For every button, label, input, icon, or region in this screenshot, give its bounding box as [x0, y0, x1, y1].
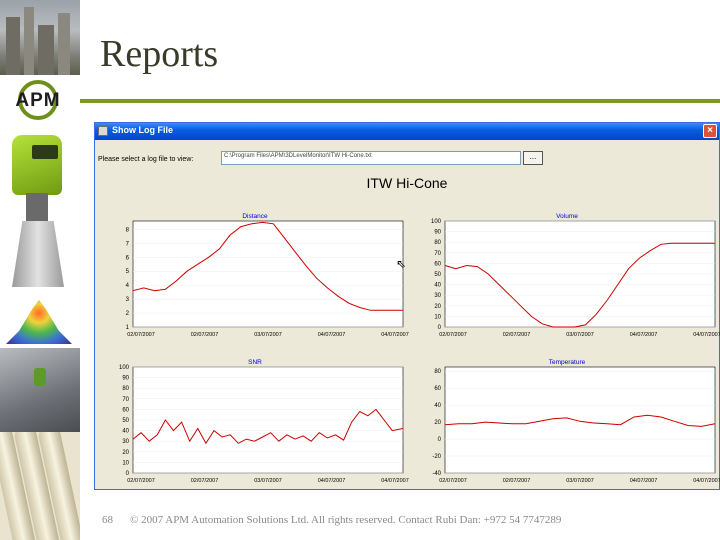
chart-svg: Temperature -40 -20 0 20 40 60 80 02/07/2007 02/0…: [432, 359, 720, 484]
y-tick-label: 80: [122, 386, 129, 392]
chart-heading: ITW Hi-Cone: [366, 175, 448, 191]
y-tick-label: 10: [434, 314, 441, 320]
footer-copyright: © 2007 APM Automation Solutions Ltd. All…: [130, 514, 562, 526]
y-tick-label: 100: [431, 219, 442, 225]
x-tick-label: 03/07/2007: [566, 332, 594, 338]
y-tick-label: 3: [126, 297, 130, 303]
y-tick-label: 70: [122, 397, 129, 403]
y-tick-label: 70: [434, 251, 441, 257]
x-tick-label: 04/07/2007: [318, 332, 346, 338]
y-tick-label: 40: [122, 429, 129, 435]
series-line: [132, 221, 403, 311]
browse-button[interactable]: ...: [523, 151, 543, 165]
factory-photo: [0, 0, 80, 75]
y-tick-label: 8: [126, 227, 130, 233]
x-tick-label: 03/07/2007: [566, 478, 594, 484]
plot-area: [132, 220, 404, 328]
y-tick-label: 7: [126, 241, 130, 247]
y-tick-label: 2: [126, 311, 130, 317]
file-prompt-label: Please select a log file to view:: [98, 156, 194, 163]
logo-text: APM: [15, 90, 61, 111]
3d-terrain-image: [6, 296, 72, 344]
chart-title: SNR: [248, 359, 262, 366]
x-tick-label: 02/07/2007: [503, 478, 531, 484]
y-tick-label: 90: [122, 376, 129, 382]
x-tick-label: 04/07/2007: [693, 478, 720, 484]
slide-title: Reports: [100, 33, 219, 75]
distance-chart: Distance 1 2 3 4 5 6 7 8 02/07/2007 02/07/2007 03/0…: [103, 209, 409, 343]
y-tick-label: 20: [122, 450, 129, 456]
left-image-strip: APM: [0, 0, 80, 540]
x-tick-label: 02/07/2007: [439, 478, 467, 484]
series-line: [444, 242, 715, 328]
series-line: [132, 408, 404, 445]
mouse-cursor-icon: ⇖: [396, 257, 407, 271]
file-path-input[interactable]: C:\Program Files\APM\3DLevelMonitor\ITW …: [221, 151, 521, 165]
y-tick-label: 80: [434, 240, 441, 246]
chart-title: Distance: [242, 213, 268, 220]
x-tick-label: 02/07/2007: [191, 478, 219, 484]
x-tick-label: 02/07/2007: [191, 332, 219, 338]
window-app-icon: [98, 126, 108, 136]
plot-area: [444, 366, 716, 474]
chart-svg: Volume 0 10 20 30 40 50 60 70 80 90 100 02/07/2007 02…: [431, 213, 720, 338]
y-tick-label: 50: [122, 418, 129, 424]
chart-title: Volume: [556, 213, 578, 220]
y-tick-label: 60: [434, 261, 441, 267]
silos-photo: [0, 432, 80, 540]
y-tick-label: 20: [434, 420, 441, 426]
close-button[interactable]: ×: [703, 124, 717, 138]
x-tick-label: 04/07/2007: [318, 478, 346, 484]
show-log-file-window[interactable]: Show Log File × Please select a log file…: [94, 122, 720, 490]
chart-title: Temperature: [549, 359, 586, 366]
x-tick-label: 04/07/2007: [630, 478, 658, 484]
y-tick-label: 100: [119, 365, 130, 371]
level-sensor-photo: [4, 135, 76, 290]
chart-svg: Distance 1 2 3 4 5 6 7 8 02/07/2007 02/07/2007 03/0…: [126, 213, 409, 338]
window-titlebar[interactable]: Show Log File ×: [95, 123, 719, 140]
y-tick-label: 50: [434, 272, 441, 278]
x-tick-label: 03/07/2007: [254, 478, 282, 484]
y-tick-label: -20: [432, 454, 441, 460]
y-tick-label: 0: [126, 471, 130, 477]
window-title: Show Log File: [112, 125, 173, 135]
tank-photo: [0, 348, 80, 432]
x-tick-label: 02/07/2007: [127, 478, 155, 484]
x-tick-label: 02/07/2007: [127, 332, 155, 338]
series-line: [444, 414, 716, 427]
title-rule: [80, 99, 720, 103]
x-tick-label: 04/07/2007: [693, 332, 720, 338]
volume-chart: Volume 0 10 20 30 40 50 60 70 80 90 100 02/07/2007 02…: [415, 209, 720, 343]
y-tick-label: 60: [434, 386, 441, 392]
y-tick-label: 0: [438, 437, 442, 443]
y-tick-label: 60: [122, 407, 129, 413]
x-tick-label: 04/07/2007: [381, 478, 409, 484]
y-tick-label: 4: [126, 283, 130, 289]
x-tick-label: 04/07/2007: [381, 332, 409, 338]
y-tick-label: 0: [438, 325, 442, 331]
x-tick-label: 02/07/2007: [439, 332, 467, 338]
y-tick-label: 6: [126, 255, 130, 261]
temperature-chart: Temperature -40 -20 0 20 40 60 80 02/07/2007 02/0…: [415, 355, 720, 489]
snr-chart: SNR 0 10 20 30 40 50 60 70 80 90 100 02/07/2007 02/07…: [103, 355, 409, 489]
y-tick-label: 40: [434, 283, 441, 289]
y-tick-label: 1: [126, 325, 130, 331]
chart-svg: SNR 0 10 20 30 40 50 60 70 80 90 100 02/07/2007 02/07…: [119, 359, 409, 484]
x-tick-label: 02/07/2007: [503, 332, 531, 338]
y-tick-label: 30: [122, 439, 129, 445]
y-tick-label: 10: [122, 460, 129, 466]
y-tick-label: -40: [432, 471, 441, 477]
y-tick-label: 5: [126, 269, 130, 275]
x-tick-label: 04/07/2007: [630, 332, 658, 338]
y-tick-label: 20: [434, 304, 441, 310]
y-tick-label: 80: [434, 369, 441, 375]
y-tick-label: 30: [434, 293, 441, 299]
x-tick-label: 03/07/2007: [254, 332, 282, 338]
page-number: 68: [102, 514, 113, 526]
apm-logo: APM: [4, 80, 72, 130]
y-tick-label: 90: [434, 230, 441, 236]
y-tick-label: 40: [434, 403, 441, 409]
